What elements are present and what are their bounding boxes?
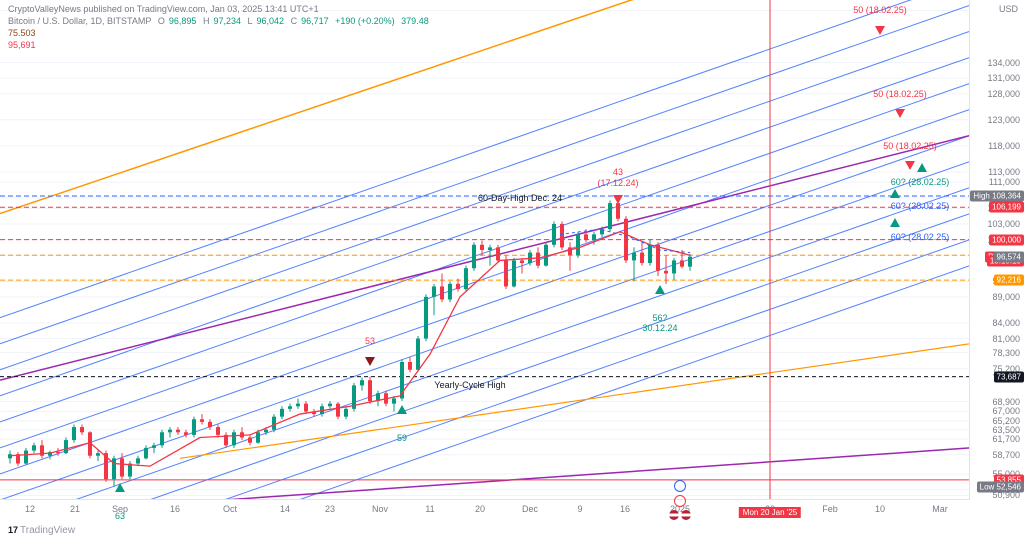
annotation: 50 (18.02.25) (853, 5, 907, 15)
annotation: 60? (28.02.25) (891, 232, 950, 242)
arrow-down-icon (905, 161, 915, 170)
x-tick: 11 (425, 504, 434, 514)
y-tick: 63,500 (992, 425, 1020, 435)
x-tick: 20 (475, 504, 485, 514)
x-axis: 1221Sep16Oct1423Nov1120Dec916202520Feb10… (0, 499, 970, 522)
x-tick: 9 (577, 504, 582, 514)
annotation: 63 (115, 511, 125, 521)
publish-line: CryptoValleyNews published on TradingVie… (8, 4, 433, 14)
x-tick: 12 (25, 504, 35, 514)
annotation: 60? (28.02.25) (891, 177, 950, 187)
annotation: 53 (365, 336, 375, 346)
price-tag: 96,574 (994, 252, 1024, 263)
y-tick: 84,000 (992, 318, 1020, 328)
annotation: (17.12.24) (597, 178, 638, 188)
x-tick: 10 (875, 504, 885, 514)
chart-header: CryptoValleyNews published on TradingVie… (8, 4, 433, 50)
y-tick: 128,000 (987, 89, 1020, 99)
price-tag: 100,000 (989, 234, 1024, 245)
arrow-up-icon (397, 405, 407, 414)
arrow-down-icon (875, 26, 885, 35)
annotation: 50 (18.02.25) (873, 89, 927, 99)
annotation: 50 (18.02.25) (883, 141, 937, 151)
y-tick: 123,000 (987, 115, 1020, 125)
annotation: 56? (652, 313, 667, 323)
annotation: 60? (28.02.25) (891, 201, 950, 211)
arrow-down-icon (613, 195, 623, 204)
x-tick: Feb (822, 504, 838, 514)
x-tick: Nov (372, 504, 388, 514)
y-tick: 81,000 (992, 334, 1020, 344)
price-tag: 92,216 (994, 275, 1024, 286)
arrow-down-icon (895, 109, 905, 118)
event-icons (668, 480, 692, 523)
arrow-up-icon (917, 163, 927, 172)
price-tag: Low 52,546 (977, 481, 1024, 492)
y-tick: 61,700 (992, 434, 1020, 444)
arrow-up-icon (655, 285, 665, 294)
y-tick: 68,900 (992, 397, 1020, 407)
x-tick: Oct (223, 504, 237, 514)
y-tick: 111,000 (989, 177, 1020, 187)
y-tick: 118,000 (988, 141, 1020, 151)
y-tick: 58,700 (992, 450, 1020, 460)
y-tick: 131,000 (987, 73, 1020, 83)
annotation: 30.12.24 (642, 323, 677, 333)
y-axis: USD 50,90052,00055,00058,70061,70063,500… (969, 0, 1024, 500)
price-tag: 73,687 (994, 371, 1024, 382)
price-tag: High 108,364 (970, 191, 1024, 202)
x-tick: 21 (70, 504, 80, 514)
annotation: 59 (397, 433, 407, 443)
y-tick: 67,000 (992, 406, 1020, 416)
tradingview-watermark: 17TradingView (8, 525, 75, 536)
indicator-2: 95,691 (8, 40, 433, 50)
y-axis-label: USD (999, 4, 1018, 14)
y-tick: 103,000 (987, 219, 1020, 229)
arrow-up-icon (890, 218, 900, 227)
annotation: 43 (613, 167, 623, 177)
annotation: 60-Day-High Dec. 24 (478, 193, 562, 203)
x-tick: 16 (170, 504, 180, 514)
indicator-1: 75.503 (8, 28, 433, 38)
y-tick: 134,000 (987, 58, 1020, 68)
arrow-up-icon (890, 189, 900, 198)
y-tick: 65,200 (992, 416, 1020, 426)
x-tick: 16 (620, 504, 630, 514)
annotation: Yearly-Cycle High (434, 380, 505, 390)
x-axis-marker: Mon 20 Jan '25 (739, 507, 801, 518)
chart-svg (0, 0, 970, 500)
arrow-up-icon (115, 483, 125, 492)
x-tick: 14 (280, 504, 290, 514)
y-tick: 78,300 (992, 348, 1020, 358)
y-tick: 113,000 (988, 167, 1020, 177)
price-tag: 106,199 (989, 202, 1024, 213)
x-tick: 23 (325, 504, 335, 514)
x-tick: Dec (522, 504, 538, 514)
arrow-down-icon (365, 357, 375, 366)
symbol-line: Bitcoin / U.S. Dollar, 1D, BITSTAMP O96,… (8, 16, 433, 26)
x-tick: Mar (932, 504, 948, 514)
chart-area[interactable]: CryptoValleyNews published on TradingVie… (0, 0, 970, 500)
y-tick: 89,000 (992, 292, 1020, 302)
